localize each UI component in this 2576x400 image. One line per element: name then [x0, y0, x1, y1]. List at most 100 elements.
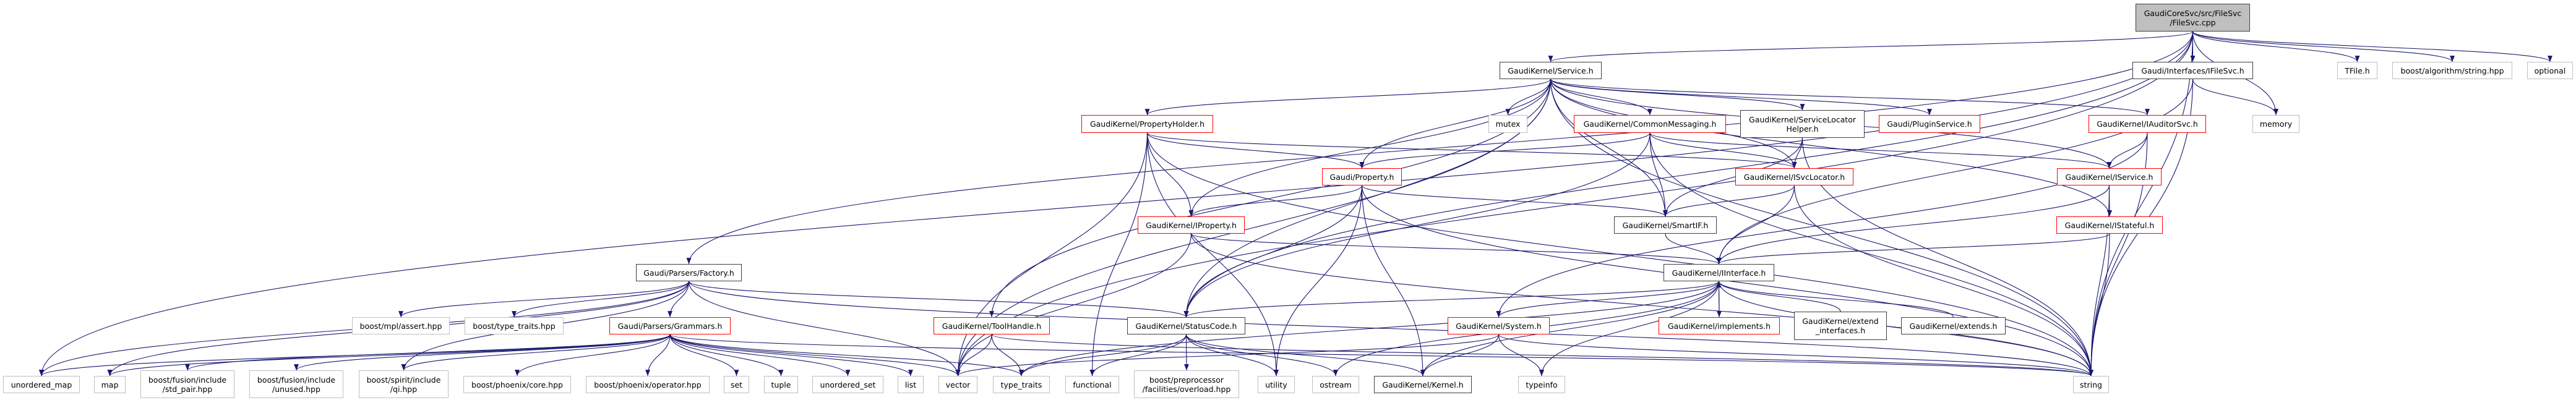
- node-factory[interactable]: Gaudi/Parsers/Factory.h: [636, 264, 742, 281]
- node-statuscode[interactable]: GaudiKernel/StatusCode.h: [1127, 317, 1245, 334]
- node-set[interactable]: set: [724, 376, 749, 393]
- edge-Property-to-IProperty: [1188, 185, 1363, 217]
- node-unordered-map[interactable]: unordered_map: [3, 376, 80, 393]
- node-slh[interactable]: GaudiKernel/ServiceLocator Helper.h: [1740, 110, 1865, 138]
- edge-root-to-Factory: [686, 31, 2194, 265]
- node-iinterface[interactable]: GaudiKernel/IInterface.h: [1664, 264, 1774, 281]
- edge-IAuditorSvc-to-System: [1496, 132, 2148, 318]
- node-functional[interactable]: functional: [1065, 376, 1119, 393]
- node-optional[interactable]: optional: [2527, 62, 2573, 79]
- node-kernel[interactable]: GaudiKernel/Kernel.h: [1374, 376, 1472, 393]
- node-boosttypetraits[interactable]: boost/type_traits.hpp: [465, 317, 564, 334]
- edge-PropertyHolder-to-vector: [955, 132, 1148, 377]
- node-vector[interactable]: vector: [938, 376, 977, 393]
- edge-SLH-to-ISvcLocator: [1792, 137, 1803, 169]
- edge-IStateful-to-IInterface: [1716, 233, 2110, 265]
- node-ifilesvc[interactable]: Gaudi/Interfaces/IFileSvc.h: [2132, 62, 2253, 79]
- edge-PropertyHolder-to-functional: [1089, 132, 1148, 377]
- edge-Service-to-SmartIF: [1550, 79, 1668, 217]
- edge-root-to-vector: [955, 31, 2194, 377]
- edge-IService-to-string: [2089, 185, 2110, 377]
- node-iproperty[interactable]: GaudiKernel/IProperty.h: [1138, 216, 1245, 234]
- edge-IProperty-to-IInterface: [1190, 233, 1722, 265]
- node-string[interactable]: string: [2073, 376, 2109, 393]
- edge-root-to-unordered_map: [39, 31, 2194, 377]
- edge-root-to-boostalg: [2192, 31, 2455, 62]
- edge-StatusCode-to-Kernel: [1185, 334, 1425, 377]
- node-service[interactable]: GaudiKernel/Service.h: [1500, 62, 1602, 79]
- edge-IInterface-to-System: [1496, 281, 1720, 318]
- node-extend-interfaces[interactable]: GaudiKernel/extend _interfaces.h: [1794, 312, 1887, 340]
- edge-IInterface-to-Kernel: [1420, 281, 1720, 377]
- node-system[interactable]: GaudiKernel/System.h: [1448, 317, 1550, 334]
- node-implements[interactable]: GaudiKernel/implements.h: [1659, 317, 1780, 334]
- node-pluginservice[interactable]: Gaudi/PluginService.h: [1879, 115, 1980, 133]
- edge-Service-to-PropertyHolder: [1144, 79, 1552, 116]
- edge-System-to-string: [1498, 334, 2093, 377]
- edge-Grammars-to-unused: [294, 334, 671, 371]
- edge-ISvcLocator-to-SmartIF: [1663, 185, 1795, 217]
- edge-root-to-Service: [1548, 31, 2194, 62]
- edge-System-to-typeinfo: [1498, 334, 1544, 377]
- node-property[interactable]: Gaudi/Property.h: [1322, 168, 1402, 185]
- node-toolhandle[interactable]: GaudiKernel/ToolHandle.h: [934, 317, 1050, 334]
- edge-Grammars-to-qi: [401, 334, 671, 371]
- node-tfile[interactable]: TFile.h: [2337, 62, 2377, 79]
- node-tuple[interactable]: tuple: [764, 376, 798, 393]
- edge-IInterface-to-typeinfo: [1539, 281, 1720, 377]
- node-operator[interactable]: boost/phoenix/operator.hpp: [586, 376, 710, 393]
- node-smartif[interactable]: GaudiKernel/SmartIF.h: [1614, 216, 1717, 234]
- node-unordered-set[interactable]: unordered_set: [812, 376, 883, 393]
- edge-Property-to-utility: [1274, 185, 1363, 377]
- node-memory[interactable]: memory: [2252, 115, 2299, 133]
- node-boostalg[interactable]: boost/algorithm/string.hpp: [2392, 62, 2512, 79]
- node-typeinfo[interactable]: typeinfo: [1518, 376, 1565, 393]
- node-utility[interactable]: utility: [1258, 376, 1295, 393]
- node-istateful[interactable]: GaudiKernel/IStateful.h: [2056, 216, 2163, 234]
- node-propertyholder[interactable]: GaudiKernel/PropertyHolder.h: [1081, 115, 1213, 133]
- node-overload[interactable]: boost/preprocessor /facilities/overload.…: [1134, 370, 1239, 398]
- node-qi[interactable]: boost/spirit/include /qi.hpp: [359, 370, 449, 398]
- node-unused[interactable]: boost/fusion/include /unused.hpp: [249, 370, 343, 398]
- node-iauditorsvc[interactable]: GaudiKernel/IAuditorSvc.h: [2089, 115, 2206, 133]
- node-map[interactable]: map: [94, 376, 126, 393]
- edge-CommonMessaging-to-IService: [1649, 132, 2112, 169]
- edge-Property-to-SmartIF: [1361, 185, 1668, 217]
- edge-IAuditorSvc-to-IService: [2106, 132, 2148, 169]
- edge-Service-to-IAuditorSvc: [1550, 79, 2150, 116]
- edge-root-to-optional: [2192, 31, 2552, 62]
- node-extends[interactable]: GaudiKernel/extends.h: [1901, 317, 2006, 334]
- edge-Grammars-to-type_traits: [669, 334, 1024, 377]
- edge-ISvcLocator-to-string: [1793, 185, 2093, 377]
- edge-Grammars-to-string: [669, 334, 2093, 377]
- node-iservice[interactable]: GaudiKernel/IService.h: [2057, 168, 2162, 185]
- edge-System-to-vector: [955, 334, 1500, 377]
- edge-Grammars-to-core: [515, 334, 671, 377]
- node-list[interactable]: list: [898, 376, 924, 393]
- node-mutex[interactable]: mutex: [1488, 115, 1527, 133]
- node-root[interactable]: GaudiCoreSvc/src/FileSvc /FileSvc.cpp: [2136, 4, 2250, 32]
- edge-Factory-to-vector: [688, 281, 961, 377]
- node-mplassert[interactable]: boost/mpl/assert.hpp: [352, 317, 450, 334]
- edge-Factory-to-string: [688, 281, 2093, 377]
- node-grammars[interactable]: Gaudi/Parsers/Grammars.h: [609, 317, 731, 334]
- node-type-traits[interactable]: type_traits: [993, 376, 1050, 393]
- edge-Grammars-to-tuple: [669, 334, 784, 377]
- node-isvclocator[interactable]: GaudiKernel/ISvcLocator.h: [1735, 168, 1853, 185]
- edge-CommonMessaging-to-SmartIF: [1649, 132, 1668, 217]
- edge-Grammars-to-unordered_set: [669, 334, 851, 377]
- edge-Grammars-to-set: [669, 334, 739, 377]
- edge-ToolHandle-to-vector: [955, 334, 992, 377]
- node-std-pair[interactable]: boost/fusion/include /std_pair.hpp: [140, 370, 234, 398]
- edge-Grammars-to-vector: [669, 334, 961, 377]
- edge-IService-to-IInterface: [1716, 185, 2110, 265]
- edge-Service-to-PluginService: [1550, 79, 1932, 116]
- node-core[interactable]: boost/phoenix/core.hpp: [463, 376, 571, 393]
- edge-extend_interfaces-to-IInterface: [1716, 281, 1841, 312]
- edge-Service-to-Property: [1359, 79, 1552, 169]
- node-commonmessaging[interactable]: GaudiKernel/CommonMessaging.h: [1574, 115, 1726, 133]
- edge-IInterface-to-StatusCode: [1183, 281, 1720, 318]
- edge-Property-to-StatusCode: [1183, 185, 1363, 318]
- edge-Service-to-string: [1550, 79, 2093, 377]
- node-ostream[interactable]: ostream: [1312, 376, 1359, 393]
